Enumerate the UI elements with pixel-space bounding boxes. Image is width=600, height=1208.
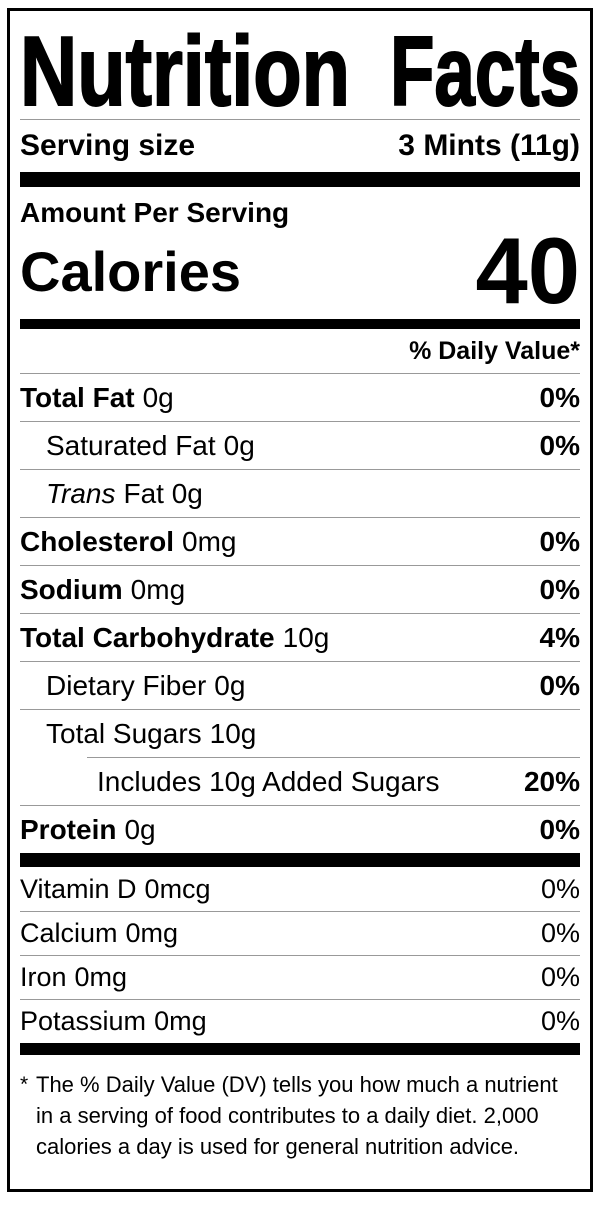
nutrient-amount: 0g xyxy=(124,813,156,845)
daily-value-footnote: * The % Daily Value (DV) tells you how m… xyxy=(20,1055,580,1162)
footnote-asterisk: * xyxy=(20,1073,29,1096)
nutrient-amount: 0g xyxy=(142,381,174,413)
nutrient-dv: 0% xyxy=(539,381,580,413)
vitamin-dv: 0% xyxy=(540,1006,580,1036)
nutrient-dv: 0% xyxy=(539,573,580,605)
thick-divider-vitamins xyxy=(20,853,580,867)
nutrient-dv: 0% xyxy=(539,813,580,845)
nutrient-name: Total Sugars xyxy=(46,717,202,749)
nutrient-amount: 0g xyxy=(223,429,255,461)
vitamin-name: Calcium xyxy=(20,918,118,948)
vitamin-name: Potassium xyxy=(20,1006,147,1036)
serving-size-row: Serving size 3 Mints (11g) xyxy=(20,120,580,172)
nutrient-row-cholesterol: Cholesterol 0mg 0% xyxy=(20,517,580,565)
nutrient-row-total-fat: Total Fat 0g 0% xyxy=(20,373,580,421)
nutrient-name: Trans xyxy=(46,477,116,509)
vitamin-name: Vitamin D xyxy=(20,873,137,904)
nutrient-dv: 0% xyxy=(539,429,580,461)
medium-divider-calories xyxy=(20,319,580,329)
vitamin-row-iron: Iron 0mg 0% xyxy=(20,955,580,999)
nutrient-row-total-sugars: Total Sugars 10g xyxy=(20,709,580,757)
nutrient-name: Sodium xyxy=(20,573,123,605)
vitamin-row-potassium: Potassium 0mg 0% xyxy=(20,999,580,1043)
nutrient-row-dietary-fiber: Dietary Fiber 0g 0% xyxy=(20,661,580,709)
nutrient-row-sodium: Sodium 0mg 0% xyxy=(20,565,580,613)
vitamin-dv: 0% xyxy=(540,962,580,992)
vitamin-row-vitamin-d: Vitamin D 0mcg 0% xyxy=(20,867,580,911)
nutrient-row-trans-fat: Trans Fat 0g xyxy=(20,469,580,517)
vitamin-amount: 0mg xyxy=(74,962,128,992)
amount-per-serving-label: Amount Per Serving xyxy=(20,197,290,228)
nutrient-name: Saturated Fat xyxy=(46,429,216,461)
calories-label: Calories xyxy=(20,240,241,303)
vitamin-row-calcium: Calcium 0mg 0% xyxy=(20,911,580,955)
nutrient-row-saturated-fat: Saturated Fat 0g 0% xyxy=(20,421,580,469)
nutrition-facts-title: Nutrition Facts xyxy=(20,29,580,113)
nutrient-name: Includes 10g Added Sugars xyxy=(97,765,440,797)
nutrient-name: Cholesterol xyxy=(20,525,175,557)
nutrient-name: Total Fat xyxy=(20,381,135,413)
title-word-nutrition: Nutrition xyxy=(20,29,350,113)
nutrient-amount: 10g xyxy=(282,621,330,653)
title-block: Nutrition Facts xyxy=(20,11,580,120)
nutrient-dv: 4% xyxy=(539,621,580,653)
nutrient-name: Dietary Fiber xyxy=(46,669,207,701)
title-word-facts: Facts xyxy=(390,29,580,113)
serving-size-label: Serving size xyxy=(20,129,196,162)
nutrient-row-added-sugars: Includes 10g Added Sugars 20% xyxy=(87,757,580,805)
footnote-text: The % Daily Value (DV) tells you how muc… xyxy=(36,1072,558,1159)
serving-size-value: 3 Mints (11g) xyxy=(398,129,580,162)
nutrient-row-protein: Protein 0g 0% xyxy=(20,805,580,853)
thick-divider-top xyxy=(20,172,580,187)
nutrition-facts-label: Nutrition Facts Serving size 3 Mints (11… xyxy=(7,8,593,1192)
nutrient-amount: 0mg xyxy=(182,525,237,557)
nutrient-amount: 0g xyxy=(214,669,246,701)
nutrient-amount: Fat 0g xyxy=(123,477,203,509)
calories-value: 40 xyxy=(475,218,580,323)
thick-divider-bottom xyxy=(20,1043,580,1055)
nutrient-dv: 0% xyxy=(539,525,580,557)
calories-block: Amount Per Serving Calories 40 xyxy=(20,187,580,319)
nutrient-row-total-carbohydrate: Total Carbohydrate 10g 4% xyxy=(20,613,580,661)
nutrient-name: Protein xyxy=(20,813,117,845)
nutrient-amount: 10g xyxy=(209,717,257,749)
daily-value-header: % Daily Value* xyxy=(409,336,580,365)
vitamin-amount: 0mg xyxy=(154,1006,207,1036)
vitamin-amount: 0mg xyxy=(125,918,179,948)
nutrient-dv: 20% xyxy=(523,765,580,797)
nutrient-amount: 0mg xyxy=(130,573,186,605)
vitamin-dv: 0% xyxy=(540,918,580,948)
vitamin-dv: 0% xyxy=(540,873,580,904)
nutrient-name: Total Carbohydrate xyxy=(20,621,275,653)
vitamin-name: Iron xyxy=(20,962,67,992)
vitamin-amount: 0mcg xyxy=(144,873,211,904)
nutrient-dv: 0% xyxy=(539,669,580,701)
